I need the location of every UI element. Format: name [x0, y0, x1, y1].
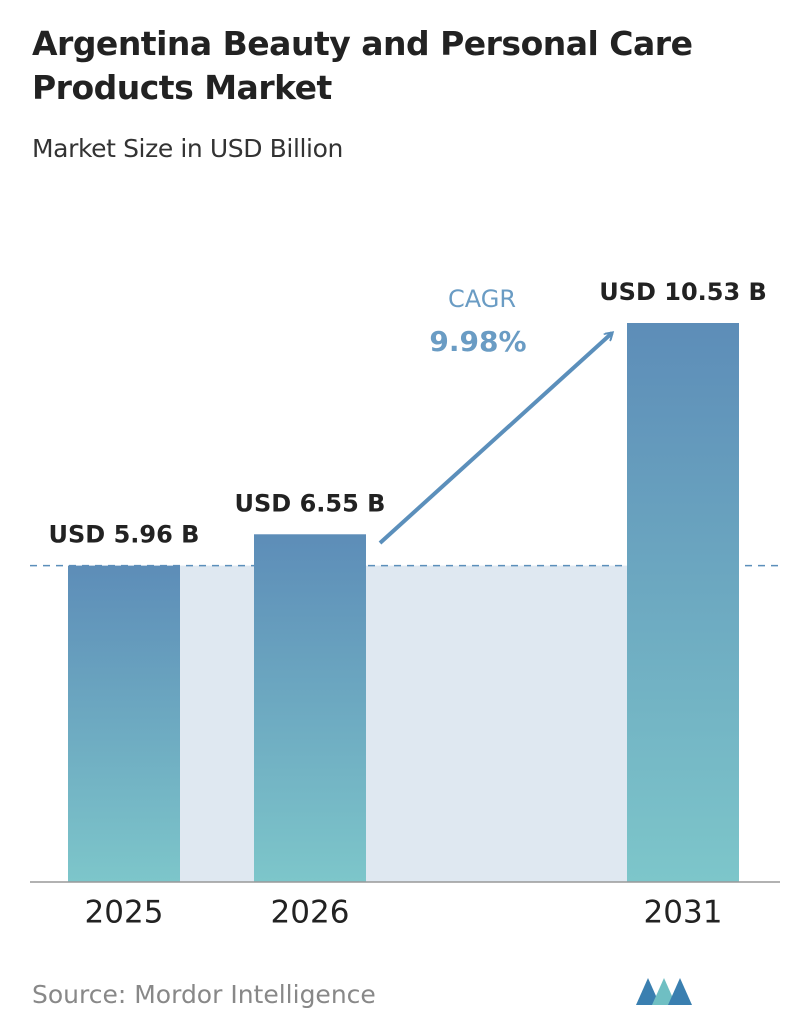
- x-tick-label: 2025: [85, 895, 164, 931]
- cagr-value: 9.98%: [429, 325, 526, 358]
- bar: [68, 565, 180, 882]
- reference-band: [180, 565, 627, 882]
- x-tick-label: 2026: [271, 895, 350, 931]
- cagr-label: CAGR: [448, 285, 516, 313]
- cagr-arrow: [378, 333, 612, 545]
- chart-subtitle: Market Size in USD Billion: [32, 134, 343, 163]
- bar: [254, 534, 366, 882]
- x-tick-label: 2031: [644, 895, 723, 931]
- value-label: USD 5.96 B: [49, 521, 200, 549]
- value-label: USD 6.55 B: [235, 489, 386, 517]
- logo: [636, 978, 692, 1005]
- bar: [627, 323, 739, 882]
- value-label: USD 10.53 B: [599, 278, 767, 306]
- source: Source: Mordor Intelligence: [32, 980, 376, 1009]
- chart-title: Argentina Beauty and Personal Care Produ…: [32, 24, 693, 107]
